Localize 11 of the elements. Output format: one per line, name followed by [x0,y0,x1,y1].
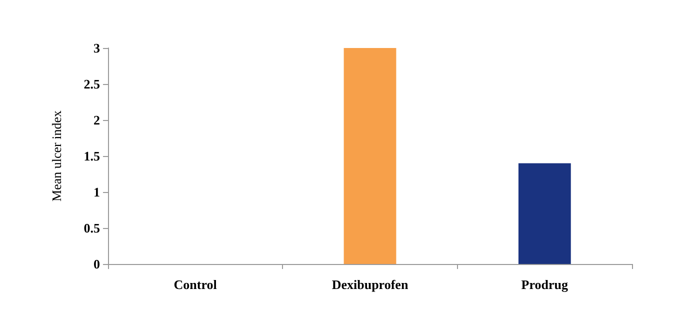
y-tick-label: 0.5 [84,220,100,236]
y-tick-label: 3 [94,40,100,56]
x-tick-label: Dexibuprofen [332,277,409,292]
y-tick-label: 0 [94,256,100,272]
x-tick-label: Control [174,277,218,292]
y-tick-label: 1.5 [84,148,100,164]
y-tick-label: 2 [94,112,100,128]
x-tick-label: Prodrug [521,277,569,292]
y-tick-label: 2.5 [84,76,100,92]
y-axis-title: Mean ulcer index [49,110,64,202]
y-tick-label: 1 [94,184,100,200]
